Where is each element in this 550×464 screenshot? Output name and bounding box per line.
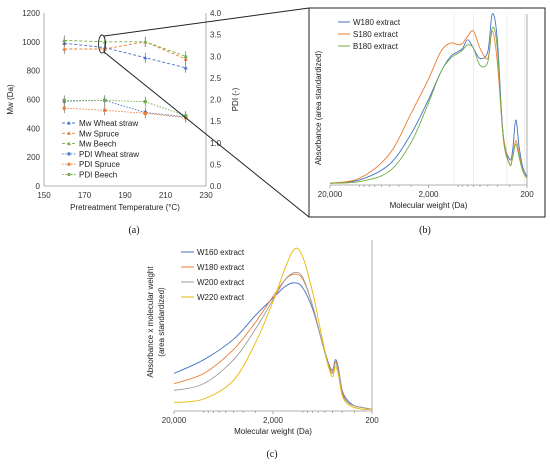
zoom-line-bottom (103, 51, 310, 218)
legend-marker (67, 141, 71, 146)
data-point (62, 47, 67, 51)
y2-tick-label: 4.0 (210, 9, 222, 18)
data-point (143, 39, 148, 44)
series-line (64, 99, 186, 117)
y-axis-label: Absorbance x molecular weight (146, 266, 155, 378)
x-tick-label: 200 (365, 416, 379, 425)
data-point (103, 98, 107, 102)
x-tick-label: 210 (159, 191, 173, 200)
legend-marker (67, 121, 71, 125)
x-tick-label: 190 (118, 191, 132, 200)
x-axis-label: Pretreatment Temperature (°C) (70, 203, 180, 212)
y-tick-label: 0 (36, 182, 41, 191)
y-tick-label: 1200 (22, 9, 40, 18)
data-point (184, 114, 188, 118)
series-line (64, 42, 186, 69)
data-point (183, 54, 188, 58)
y-axis-label: Absorbance (area standardized) (314, 51, 323, 166)
panel-b-frame (308, 7, 546, 218)
x-axis-label: Molecular weight (Da) (234, 427, 312, 436)
legend-label: W160 extract (197, 248, 245, 257)
series-line (329, 26, 528, 184)
y2-tick-label: 3.5 (210, 31, 222, 40)
data-point (143, 55, 148, 60)
series-line (64, 99, 186, 118)
legend-label: PDI Spruce (79, 160, 120, 169)
y2-tick-label: 2.0 (210, 96, 222, 105)
legend-label: PDI Beech (79, 171, 117, 180)
x-tick-label: 150 (37, 191, 51, 200)
series-line (64, 107, 186, 119)
x-tick-label: 200 (520, 190, 534, 199)
legend-label: W180 extract (197, 263, 245, 272)
legend-label: Mw Spruce (79, 129, 120, 138)
y-axis-label: Mw (Da) (6, 84, 15, 115)
y-tick-label: 800 (27, 67, 41, 76)
y-tick-label: 200 (27, 153, 41, 162)
legend-label: Mw Wheat straw (79, 119, 138, 128)
data-point (62, 38, 67, 42)
panel-label: (b) (419, 225, 431, 236)
panel-label: (c) (266, 449, 277, 460)
data-point (62, 98, 66, 102)
legend-marker (67, 152, 71, 156)
zoom-ellipse (98, 34, 106, 54)
x-tick-label: 230 (199, 191, 213, 200)
legend-label: S180 extract (353, 30, 399, 39)
y2-tick-label: 0.5 (210, 160, 222, 169)
x-tick-label: 20,000 (162, 416, 187, 425)
zoom-connector (98, 7, 310, 218)
legend-label: W200 extract (197, 278, 245, 287)
y-tick-label: 400 (27, 124, 41, 133)
y2-tick-label: 0.0 (210, 182, 222, 191)
legend-label: W180 extract (353, 18, 401, 27)
panel-label: (a) (128, 225, 139, 236)
panel-c-line-chart: 20,000 2,000 200 Molecular weight (Da) Absor… (146, 240, 379, 460)
x-tick-label: 2,000 (263, 416, 284, 425)
y-tick-label: 1000 (22, 38, 40, 47)
series-line (64, 39, 186, 57)
panel-a-line-chart: 0 200 400 600 800 1000 1200 0.0 0.5 1.0 1.5 2.0 2.5 3… (6, 9, 240, 236)
y2-tick-label: 2.5 (210, 74, 222, 83)
y2-tick-label: 1.0 (210, 139, 222, 148)
x-tick-label: 170 (78, 191, 92, 200)
data-point (143, 100, 147, 104)
x-tick-label: 20,000 (318, 190, 343, 199)
y2-tick-label: 3.0 (210, 52, 222, 61)
legend-label: PDI Wheat straw (79, 150, 139, 159)
panel-b-line-chart: 20,000 2,000 200 Molecular weight (Da) Absor… (314, 13, 534, 236)
legend-marker (67, 173, 71, 176)
y-axis-label-line2: (area standardized) (157, 287, 166, 357)
y2-tick-label: 1.5 (210, 117, 222, 126)
y2-axis-label: PDI (-) (231, 87, 240, 111)
data-point (183, 65, 188, 70)
legend-label: W220 extract (197, 293, 245, 302)
legend-label: Mw Beech (79, 140, 116, 149)
x-tick-label: 2,000 (418, 190, 439, 199)
x-axis-label: Molecular weight (Da) (390, 201, 468, 210)
zoom-line-top (103, 7, 310, 37)
y-tick-label: 600 (27, 96, 41, 105)
data-point (143, 111, 147, 115)
series-line (329, 13, 528, 184)
series-line (64, 41, 186, 60)
data-point (62, 106, 66, 110)
legend-label: B180 extract (353, 42, 399, 51)
legend-marker (67, 131, 71, 135)
series-line (173, 271, 373, 410)
series-line (173, 247, 373, 410)
legend-marker (67, 162, 71, 166)
data-point (103, 108, 107, 112)
